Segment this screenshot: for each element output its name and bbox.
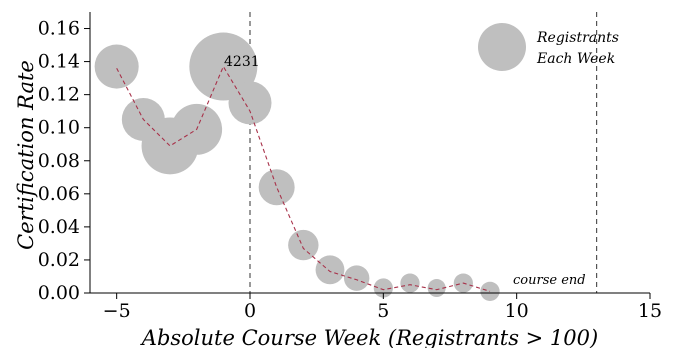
- bubble-point: [315, 255, 345, 285]
- bubble-point: [94, 44, 139, 89]
- legend: Registrants Each Week: [478, 23, 619, 71]
- y-tick-label: 0.08: [38, 150, 80, 172]
- x-tick-label: 0: [244, 300, 256, 322]
- bubble-point: [400, 273, 420, 293]
- bubble-point: [258, 169, 295, 206]
- y-tick-label: 0.12: [38, 84, 80, 106]
- y-tick-label: 0.06: [38, 183, 80, 205]
- legend-label-line1: Registrants: [536, 30, 619, 46]
- bubble-point: [228, 81, 272, 125]
- peak-annotation: 4231: [224, 54, 260, 70]
- y-tick-label: 0.10: [38, 117, 80, 139]
- trend-layer: [116, 65, 491, 292]
- course-end-annotation: course end: [513, 273, 586, 288]
- y-tick-label: 0.16: [38, 18, 80, 40]
- x-axis-label: Absolute Course Week (Registrants > 100): [140, 326, 598, 348]
- bubble-layer: [94, 32, 500, 301]
- x-tick-label: 5: [377, 300, 389, 322]
- bubble-point: [288, 229, 319, 261]
- axes: [89, 12, 650, 294]
- y-tick-label: 0.14: [38, 51, 80, 73]
- x-tick-label: −5: [103, 300, 131, 322]
- y-axis-label: Certification Rate: [14, 60, 38, 250]
- y-tick-label: 0.00: [38, 282, 80, 304]
- x-tick-label: 15: [638, 300, 662, 322]
- bubble-point: [343, 265, 370, 291]
- ticks: −5 0 5 10 15 0.00 0.02 0.04 0.06 0.08 0.10 0.12 0.14…: [38, 18, 662, 322]
- legend-bubble-icon: [478, 23, 526, 71]
- bubble-point: [189, 32, 258, 101]
- y-tick-label: 0.04: [38, 216, 80, 238]
- x-tick-label: 10: [505, 300, 529, 322]
- y-tick-label: 0.02: [38, 249, 80, 271]
- trend-line: [116, 65, 491, 292]
- legend-label-line2: Each Week: [536, 51, 615, 67]
